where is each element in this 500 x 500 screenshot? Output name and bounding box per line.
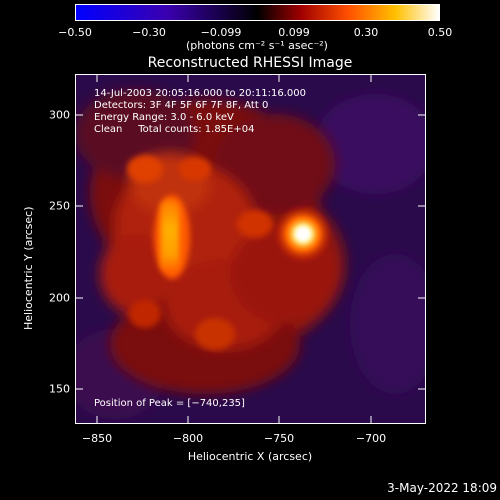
x-tick-label: −700 — [355, 432, 387, 445]
y-tick-label: 200 — [49, 291, 70, 305]
colorbar-tick-label: 0.30 — [353, 26, 379, 39]
colorbar-ticks: −0.50 −0.30 −0.099 0.099 0.30 0.50 — [0, 27, 500, 39]
peak-position-label: Position of Peak = [−740,235] — [94, 398, 245, 409]
y-axis-label: Heliocentric Y (arcsec) — [22, 206, 35, 330]
annotation-detectors: Detectors: 3F 4F 5F 6F 7F 8F, Att 0 — [94, 100, 269, 111]
x-axis-ticks: −850 −800 −750 −700 — [0, 433, 500, 447]
y-tick-label: 250 — [49, 199, 70, 213]
chart-title: Reconstructed RHESSI Image — [147, 55, 353, 71]
x-tick-label: −800 — [172, 432, 204, 445]
colorbar-unit-label: (photons cm⁻² s⁻¹ asec⁻²) — [186, 39, 328, 52]
annotation-clean-counts: Clean Total counts: 1.85E+04 — [94, 124, 255, 135]
tick-marks — [75, 74, 426, 424]
loop-source — [154, 195, 190, 279]
colorbar-tick-label: −0.30 — [132, 26, 166, 39]
y-axis-ticks: 300 250 200 150 — [0, 0, 70, 500]
peak-source — [273, 204, 333, 264]
render-timestamp: 3-May-2022 18:09 — [387, 481, 497, 495]
background-emission — [75, 94, 426, 419]
colorbar-tick-label: −0.099 — [200, 26, 242, 39]
y-tick-label: 300 — [49, 108, 70, 122]
x-axis-label: Heliocentric X (arcsec) — [187, 450, 313, 463]
colorbar — [75, 4, 440, 21]
y-tick-label: 150 — [49, 382, 70, 396]
annotation-energy-range: Energy Range: 3.0 - 6.0 keV — [94, 112, 234, 123]
colorbar-tick-label: 0.50 — [427, 26, 453, 39]
x-tick-label: −750 — [263, 432, 295, 445]
bright-patches — [127, 155, 273, 350]
plot-frame — [75, 74, 426, 424]
x-tick-label: −850 — [81, 432, 113, 445]
colorbar-tick-label: −0.50 — [58, 26, 92, 39]
diffuse-emission — [75, 89, 345, 394]
plot-area — [75, 74, 426, 424]
colorbar-tick-label: 0.099 — [278, 26, 310, 39]
annotation-time-range: 14-Jul-2003 20:05:16.000 to 20:11:16.000 — [94, 88, 306, 99]
